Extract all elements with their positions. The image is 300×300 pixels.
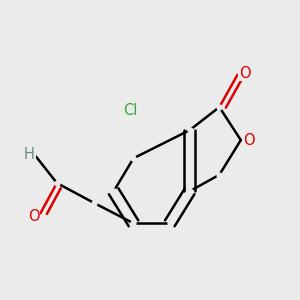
Text: Cl: Cl <box>123 103 137 118</box>
Text: O: O <box>28 208 40 224</box>
Text: H: H <box>24 148 35 163</box>
Text: O: O <box>239 66 250 81</box>
Text: O: O <box>243 133 255 148</box>
